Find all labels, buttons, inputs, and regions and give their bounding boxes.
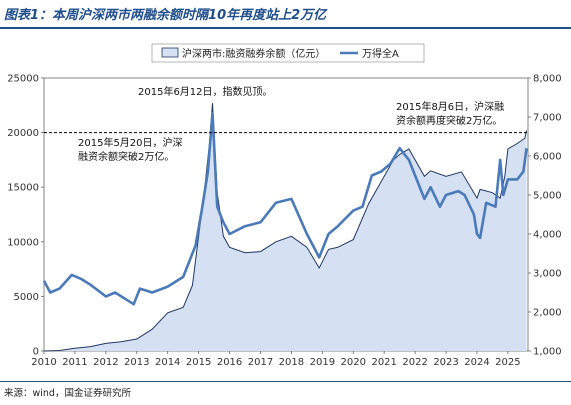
chart-title: 图表1：本周沪深两市两融余额时隔10年再度站上2万亿	[4, 8, 327, 23]
x-tick-label: 2012	[93, 357, 118, 368]
x-tick-label: 2010	[31, 357, 56, 368]
y-left-tick-label: 20000	[7, 128, 39, 139]
y-left-tick-label: 5000	[14, 292, 39, 303]
x-tick-label: 2016	[217, 357, 242, 368]
margin-balance-line	[43, 103, 527, 352]
y-right-tick-label: 2,000	[533, 308, 562, 319]
legend-entry-wind-all-a: 万得全A	[362, 47, 399, 60]
legend-swatch-area	[161, 47, 179, 58]
chart-canvas: 0 5000 10000 15000 20000 25000 1,000 2,000 3,000…	[7, 43, 562, 368]
y-left-tick-label: 10000	[7, 237, 39, 248]
x-tick-label: 2015	[186, 357, 211, 368]
wind-all-a-index-line	[42, 111, 528, 306]
x-tick-label: 2023	[433, 357, 458, 368]
x-tick-label: 2024	[464, 357, 489, 368]
annotation-index-peak: 2015年6月12日，指数见顶。	[138, 85, 273, 98]
y-right-tick-label: 1,000	[533, 347, 562, 358]
y-right-tick-label: 4,000	[533, 230, 562, 241]
footer-divider	[0, 381, 571, 382]
y-right-tick-label: 6,000	[533, 152, 562, 163]
y-right-tick-label: 3,000	[533, 269, 562, 280]
y-right-tick-label: 8,000	[533, 74, 562, 85]
legend-entry-margin-balance: 沪深两市:融资融券余额（亿元）	[182, 47, 325, 60]
x-tick-label: 2014	[155, 357, 180, 368]
x-tick-label: 2017	[248, 357, 273, 368]
x-tick-label: 2025	[495, 357, 520, 368]
x-tick-label: 2020	[341, 357, 366, 368]
title-divider	[0, 27, 571, 29]
source-note: 来源：wind，国金证券研究所	[4, 388, 131, 399]
x-tick-label: 2011	[62, 357, 87, 368]
y-right-tick-label: 5,000	[533, 191, 562, 202]
x-tick-label: 2019	[310, 357, 335, 368]
annotation-second-2trn-line2: 资余额再度突破2万亿。	[396, 114, 502, 127]
annotation-first-2trn-line2: 融资余额突破2万亿。	[78, 150, 174, 163]
annotation-second-2trn-line1: 2015年8月6日，沪深融	[396, 100, 504, 113]
x-tick-label: 2013	[124, 357, 149, 368]
x-tick-label: 2022	[402, 357, 427, 368]
x-tick-label: 2018	[279, 357, 304, 368]
y-left-tick-label: 25000	[7, 74, 39, 85]
y-right-tick-label: 7,000	[533, 113, 562, 124]
chart-legend: 沪深两市:融资融券余额（亿元） 万得全A	[151, 43, 425, 63]
y-left-tick-label: 15000	[7, 183, 39, 194]
annotation-first-2trn-line1: 2015年5月20日，沪深	[78, 136, 183, 149]
margin-balance-area	[44, 103, 527, 351]
y-left-tick-label: 0	[33, 347, 39, 358]
legend-box	[151, 43, 425, 63]
x-tick-label: 2021	[371, 357, 396, 368]
